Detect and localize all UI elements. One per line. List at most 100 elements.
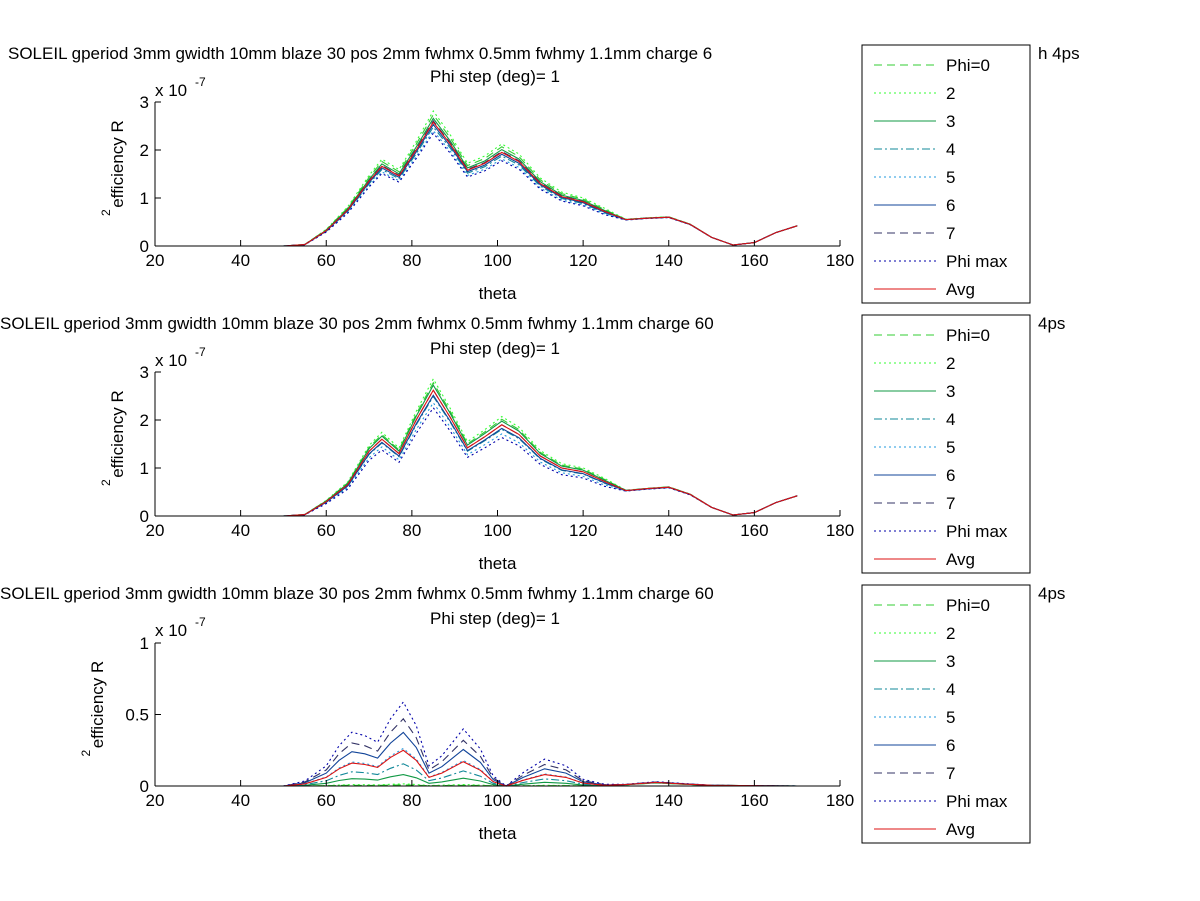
y-multiplier-exponent: -7 <box>195 75 206 89</box>
series-line-9 <box>197 121 798 247</box>
legend-entry-1: Phi=0 <box>946 596 990 615</box>
y-tick-label: 3 <box>140 363 149 382</box>
series-line-6 <box>197 731 798 787</box>
y-multiplier-exponent: -7 <box>195 345 206 359</box>
legend-entry-7: 7 <box>946 764 955 783</box>
x-tick-label: 180 <box>826 521 854 540</box>
x-tick-label: 180 <box>826 791 854 810</box>
subplot-3: 20 40 60 80 100 120 140 160 180 0 0.5 1 x 10 -7 theta e… <box>0 584 1065 844</box>
y-tick-label: 0 <box>140 777 149 796</box>
x-tick-label: 40 <box>231 521 250 540</box>
chart-title: SOLEIL gperiod 3mm gwidth 10mm blaze 30 … <box>0 584 714 603</box>
x-tick-label: 60 <box>317 251 336 270</box>
series-line-2 <box>197 109 798 247</box>
series-group <box>197 109 798 247</box>
series-line-6 <box>197 394 798 517</box>
y-multiplier: x 10 <box>155 81 187 100</box>
x-tick-label: 80 <box>402 251 421 270</box>
series-line-9 <box>197 389 798 517</box>
x-tick-label: 120 <box>569 791 597 810</box>
x-axis-label: theta <box>479 824 517 843</box>
legend-entry-5: 5 <box>946 438 955 457</box>
x-tick-label: 140 <box>655 521 683 540</box>
chart-title-suffix: 4ps <box>1038 314 1065 333</box>
x-tick-label: 20 <box>146 521 165 540</box>
chart-title: SOLEIL gperiod 3mm gwidth 10mm blaze 30 … <box>0 314 714 333</box>
legend-entry-2: 2 <box>946 624 955 643</box>
y-tick-label: 1 <box>140 459 149 478</box>
legend-entry-5: 5 <box>946 168 955 187</box>
series-line-8 <box>197 132 798 247</box>
chart-title-suffix: h 4ps <box>1038 44 1080 63</box>
series-group <box>197 700 798 787</box>
x-tick-label: 20 <box>146 791 165 810</box>
y-tick-label: 0.5 <box>125 706 149 725</box>
legend-entry-3: 3 <box>946 652 955 671</box>
series-group <box>197 377 798 517</box>
x-tick-label: 100 <box>483 521 511 540</box>
x-tick-label: 120 <box>569 251 597 270</box>
y-axis-label-superscript: 2 <box>99 209 113 216</box>
x-tick-label: 80 <box>402 521 421 540</box>
series-line-5 <box>197 129 798 247</box>
x-tick-label: 80 <box>402 791 421 810</box>
x-tick-label: 60 <box>317 521 336 540</box>
y-axis-label: efficiency R <box>108 120 127 208</box>
legend-entry-7: 7 <box>946 224 955 243</box>
series-line-4 <box>197 126 798 247</box>
legend-entry-4: 4 <box>946 140 955 159</box>
legend-entry-1: Phi=0 <box>946 326 990 345</box>
chart-subtitle: Phi step (deg)= 1 <box>430 67 560 86</box>
legend-entry-2: 2 <box>946 354 955 373</box>
series-line-4 <box>197 395 798 517</box>
series-line-7 <box>197 717 798 787</box>
x-tick-label: 40 <box>231 791 250 810</box>
chart-subtitle: Phi step (deg)= 1 <box>430 609 560 628</box>
series-line-2 <box>197 782 798 787</box>
legend-entry-5: 5 <box>946 708 955 727</box>
x-tick-label: 100 <box>483 251 511 270</box>
x-tick-label: 140 <box>655 791 683 810</box>
series-line-8 <box>197 700 798 787</box>
legend: Phi=0 2 3 4 5 6 7 Phi max Avg <box>861 584 1031 844</box>
y-tick-label: 0 <box>140 237 149 256</box>
y-axis-label-superscript: 2 <box>79 750 93 757</box>
x-tick-label: 20 <box>146 251 165 270</box>
x-tick-label: 40 <box>231 251 250 270</box>
legend-entry-9: Avg <box>946 550 975 569</box>
legend-entry-3: 3 <box>946 382 955 401</box>
series-line-5 <box>197 401 798 517</box>
y-tick-label: 3 <box>140 93 149 112</box>
legend-entry-9: Avg <box>946 820 975 839</box>
series-line-1 <box>197 381 798 517</box>
chart-title: SOLEIL gperiod 3mm gwidth 10mm blaze 30 … <box>8 44 712 63</box>
legend-entry-3: 3 <box>946 112 955 131</box>
legend-box <box>861 314 1031 574</box>
y-tick-label: 2 <box>140 141 149 160</box>
series-line-7 <box>197 389 798 517</box>
x-tick-label: 140 <box>655 251 683 270</box>
y-multiplier: x 10 <box>155 621 187 640</box>
legend: Phi=0 2 3 4 5 6 7 Phi max Avg <box>861 44 1031 304</box>
y-tick-label: 0 <box>140 507 149 526</box>
legend-box <box>861 584 1031 844</box>
chart-subtitle: Phi step (deg)= 1 <box>430 339 560 358</box>
series-line-6 <box>197 123 798 247</box>
legend-entry-4: 4 <box>946 680 955 699</box>
legend-box <box>861 44 1031 304</box>
legend-entry-6: 6 <box>946 736 955 755</box>
x-tick-label: 160 <box>740 251 768 270</box>
x-tick-label: 160 <box>740 521 768 540</box>
series-line-9 <box>197 749 798 787</box>
y-axis-label: efficiency R <box>108 390 127 478</box>
subplot-2: 20 40 60 80 100 120 140 160 180 0 1 2 3 x 10 -7 theta ef… <box>0 314 1065 574</box>
series-line-5 <box>197 747 798 787</box>
series-line-2 <box>197 377 798 517</box>
legend: Phi=0 2 3 4 5 6 7 Phi max Avg <box>861 314 1031 574</box>
x-tick-label: 160 <box>740 791 768 810</box>
y-tick-label: 1 <box>140 189 149 208</box>
series-line-1 <box>197 113 798 247</box>
y-tick-label: 2 <box>140 411 149 430</box>
subplot-1: 20 40 60 80 100 120 140 160 180 0 1 2 3 x 10 -7 theta ef… <box>8 44 1080 304</box>
